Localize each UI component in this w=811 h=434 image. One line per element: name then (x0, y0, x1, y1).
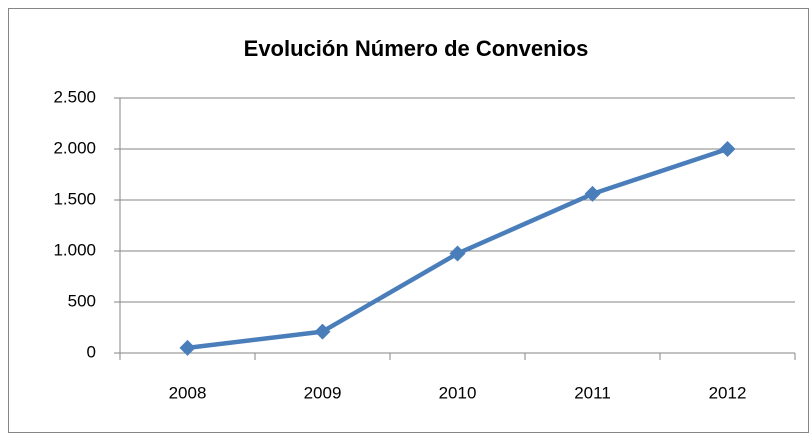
x-tick-label: 2008 (169, 383, 207, 402)
y-tick-label: 1.000 (53, 240, 96, 259)
y-tick-label: 1.500 (53, 189, 96, 208)
data-marker (719, 141, 736, 157)
x-tick-label: 2010 (439, 383, 477, 402)
data-marker (314, 323, 331, 340)
data-marker (179, 339, 196, 356)
x-tick-label: 2009 (304, 383, 342, 402)
chart-title: Evolución Número de Convenios (244, 36, 589, 61)
data-marker (584, 185, 601, 202)
y-tick-label: 2.000 (53, 138, 96, 157)
y-tick-label: 500 (68, 291, 96, 310)
x-tick-label: 2011 (574, 383, 611, 402)
y-tick-label: 0 (87, 342, 96, 361)
chart-frame (8, 8, 809, 433)
y-tick-label: 2.500 (53, 87, 96, 106)
x-tick-label: 2012 (709, 383, 747, 402)
data-marker (449, 245, 466, 262)
